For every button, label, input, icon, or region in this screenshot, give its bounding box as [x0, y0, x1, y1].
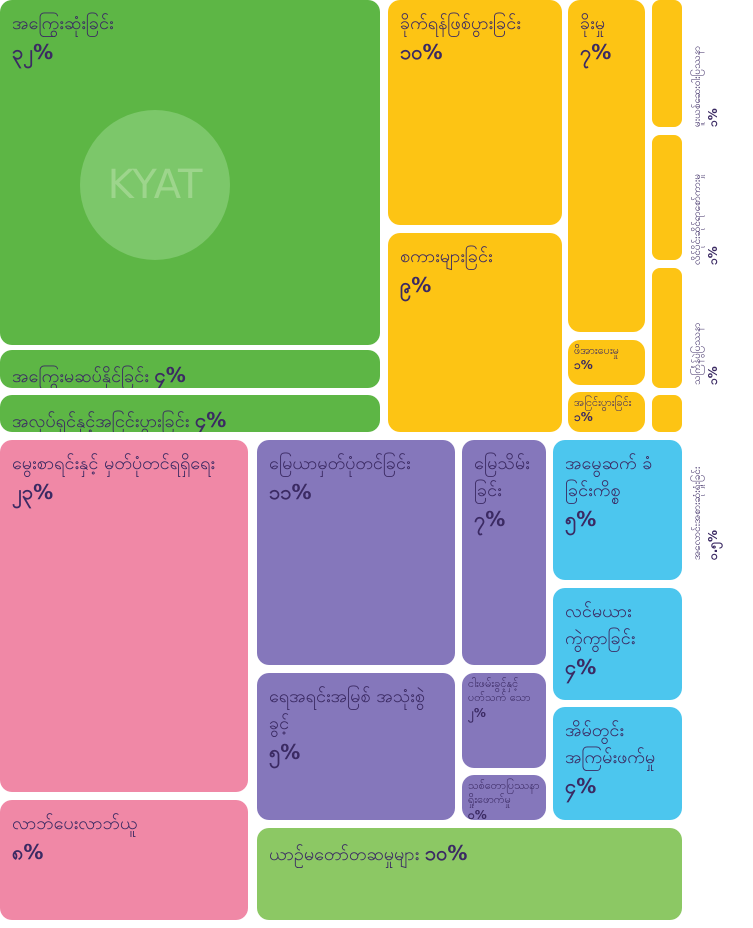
- tile-label: မွေးစာရင်းနှင့် မှတ်ပုံတင်ရရှိရေး: [12, 453, 215, 474]
- tile-value: ၁%: [574, 358, 593, 373]
- tile: မွေးစာရင်းနှင့် မှတ်ပုံတင်ရရှိရေး၂၃%: [0, 440, 248, 792]
- tile-label: မြေသိမ်း ခြင်း: [474, 453, 530, 501]
- side-text: လိင်ပိုင်းဆိုင်ရာစော်ကားမှု: [692, 173, 703, 265]
- tile-value: ၂%: [468, 705, 486, 720]
- side-label: သင်္ကြန်ပွဲပြဿနာ ၁%: [690, 323, 723, 385]
- tile-value: ၈%: [12, 840, 44, 864]
- tile: ဖိအားပေးမှု ၁%: [568, 340, 645, 385]
- tile-label: မြေယာမှတ်ပုံတင်ခြင်း: [269, 453, 411, 474]
- tile-value: ၇%: [474, 507, 506, 531]
- tile-value: ၄%: [565, 774, 597, 798]
- tile-label: အလုပ်ရှင်နှင့်အငြင်းပွားခြင်း: [12, 411, 190, 432]
- side-label: လိင်ပိုင်းဆိုင်ရာစော်ကားမှု ၁%: [690, 174, 723, 265]
- tile: [652, 395, 682, 432]
- tile-value: ၄%: [195, 408, 227, 432]
- tile: အလုပ်ရှင်နှင့်အငြင်းပွားခြင်း ၄%: [0, 395, 380, 432]
- tile-label: ခိုက်ရန်ဖြစ်ပွားခြင်း: [400, 13, 521, 34]
- tile-label: ယာဉ်မတော်တဆမှုများ: [269, 844, 420, 865]
- tile-value: ၃၂%: [12, 40, 54, 64]
- tile: သစ်တောပြဿနာ ရှိုးဖောက်မှု ၀%: [462, 775, 546, 820]
- tile: လာဘ်ပေးလာဘ်ယူ၈%: [0, 800, 248, 920]
- tile: အငြင်းပွားခြင်း ၁%: [568, 392, 645, 432]
- side-value: ၁%: [706, 366, 720, 385]
- tile-value: ၀%: [468, 807, 487, 820]
- tile: [652, 0, 682, 127]
- tile-label: ခိုးမှု: [580, 13, 605, 34]
- tile-value: ၄%: [154, 363, 186, 387]
- tile: မြေသိမ်း ခြင်း၇%: [462, 440, 546, 665]
- tile: အကြွေးမဆပ်နိုင်ခြင်း ၄%: [0, 350, 380, 388]
- tile-value: ၁၀%: [424, 841, 468, 865]
- side-text: မူးယစ်ဆေးဝါးပြဿနာ: [692, 45, 703, 127]
- tile-value: ၄%: [565, 655, 597, 679]
- tile: ခိုက်ရန်ဖြစ်ပွားခြင်း၁၀%: [388, 0, 562, 225]
- tile-label: ရေအရင်းအမြစ် အသုံးစွဲခွင့်: [269, 686, 425, 734]
- tile: အိမ်တွင်း အကြမ်းဖက်မှု၄%: [553, 707, 682, 820]
- tile-label: အိမ်တွင်း အကြမ်းဖက်မှု: [565, 720, 656, 768]
- side-value: ၀.၅%: [706, 529, 720, 560]
- tile: ရေအရင်းအမြစ် အသုံးစွဲခွင့်၅%: [257, 673, 455, 820]
- tile-value: ၅%: [565, 507, 597, 531]
- tile-value: ၁၀%: [400, 40, 443, 64]
- tile: လင်မယား ကွဲကွာခြင်း၄%: [553, 588, 682, 700]
- tile-label: အငြင်းပွားခြင်း: [574, 396, 632, 409]
- tile: စကားများခြင်း၉%: [388, 233, 562, 432]
- tile-label: လင်မယား ကွဲကွာခြင်း: [565, 601, 636, 649]
- side-value: ၁%: [706, 246, 720, 265]
- side-label: အလောင်းအစားဆုံးရှုံးခြင်း ၀.၅%: [690, 466, 723, 560]
- tile-value: ၇%: [580, 40, 612, 64]
- tile-label: အမွေဆက် ခံခြင်းကိစ္စ: [565, 453, 653, 501]
- side-text: သင်္ကြန်ပွဲပြဿနာ: [692, 322, 703, 385]
- tile-value: ၅%: [269, 740, 301, 764]
- tile-value: ၁%: [574, 410, 593, 425]
- tile-label: အကြွေးဆုံးခြင်း: [12, 13, 114, 34]
- tile-bg: KYAT အကြွေးဆုံးခြင်း၃၂%: [0, 0, 380, 345]
- space: [149, 366, 155, 387]
- side-label: မူးယစ်ဆေးဝါးပြဿနာ ၁%: [690, 46, 723, 127]
- watermark: KYAT: [80, 110, 230, 260]
- side-value: ၁%: [706, 108, 720, 127]
- tile: [652, 135, 682, 260]
- tile-value: ၉%: [400, 273, 432, 297]
- tile-label: ဖိအားပေးမှု: [574, 344, 620, 357]
- tile: ခိုးမှု၇%: [568, 0, 645, 332]
- tile-value: ၂၃%: [12, 480, 54, 504]
- tile: [652, 268, 682, 388]
- side-text: အလောင်းအစားဆုံးရှုံးခြင်း: [692, 466, 703, 560]
- tile-value: ၁၁%: [269, 480, 312, 504]
- tile-label: အကြွေးမဆပ်နိုင်ခြင်း: [12, 366, 149, 387]
- tile-label: လာဘ်ပေးလာဘ်ယူ: [12, 813, 138, 834]
- tile-label: သစ်တောပြဿနာ ရှိုးဖောက်မှု: [468, 779, 540, 807]
- tile: အမွေဆက် ခံခြင်းကိစ္စ၅%: [553, 440, 682, 580]
- tile-label: ငါးဖမ်းခွင့်နှင့် ပတ်သက် သော: [468, 677, 531, 705]
- tile: မြေယာမှတ်ပုံတင်ခြင်း၁၁%: [257, 440, 455, 665]
- tile: ယာဉ်မတော်တဆမှုများ ၁၀%: [257, 828, 682, 920]
- tile: ငါးဖမ်းခွင့်နှင့် ပတ်သက် သော ၂%: [462, 673, 546, 768]
- tile-label: စကားများခြင်း: [400, 246, 493, 267]
